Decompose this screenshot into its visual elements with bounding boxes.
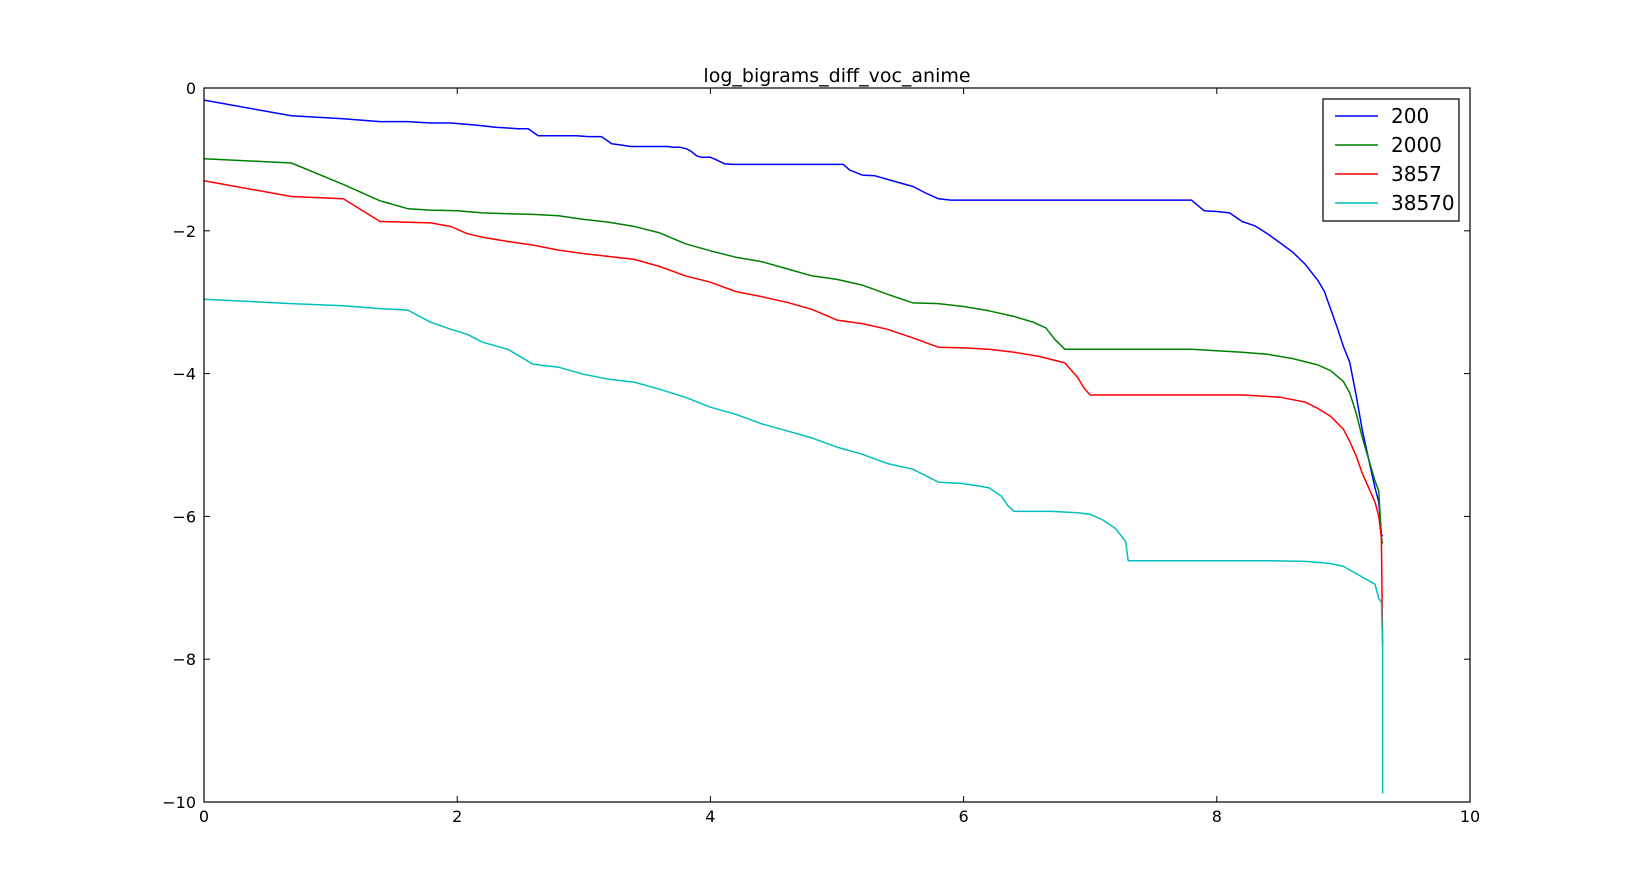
- y-tick-label: −8: [172, 650, 196, 669]
- y-tick-label: −2: [172, 222, 196, 241]
- legend-label-2000: 2000: [1391, 133, 1442, 157]
- x-tick-label: 4: [705, 807, 715, 826]
- legend-label-38570: 38570: [1391, 191, 1455, 215]
- series-line-38570: [203, 298, 1384, 794]
- y-tick-label: −10: [162, 793, 196, 812]
- legend-label-3857: 3857: [1391, 162, 1442, 186]
- y-axis: 0 −2 −4 −6 −8 −10: [162, 79, 1470, 812]
- series-line-2000: [203, 157, 1384, 544]
- series-line-3857: [203, 180, 1384, 645]
- x-tick-label: 6: [959, 807, 969, 826]
- x-tick-label: 2: [452, 807, 462, 826]
- x-axis: 0 2 4 6 8 10: [199, 88, 1480, 826]
- legend-box: [1322, 98, 1460, 222]
- y-tick-label: −4: [172, 365, 196, 384]
- y-tick-label: 0: [186, 79, 196, 98]
- plot-frame: [203, 87, 1471, 803]
- chart-title: log_bigrams_diff_voc_anime: [703, 65, 970, 87]
- legend-label-200: 200: [1391, 104, 1429, 128]
- legend: 200 2000 3857 38570: [1322, 98, 1460, 222]
- x-tick-label: 8: [1212, 807, 1222, 826]
- series-line-200: [203, 99, 1384, 537]
- x-tick-label: 0: [199, 807, 209, 826]
- plot-lines: [203, 99, 1384, 794]
- y-tick-label: −6: [172, 507, 196, 526]
- x-tick-label: 10: [1460, 807, 1480, 826]
